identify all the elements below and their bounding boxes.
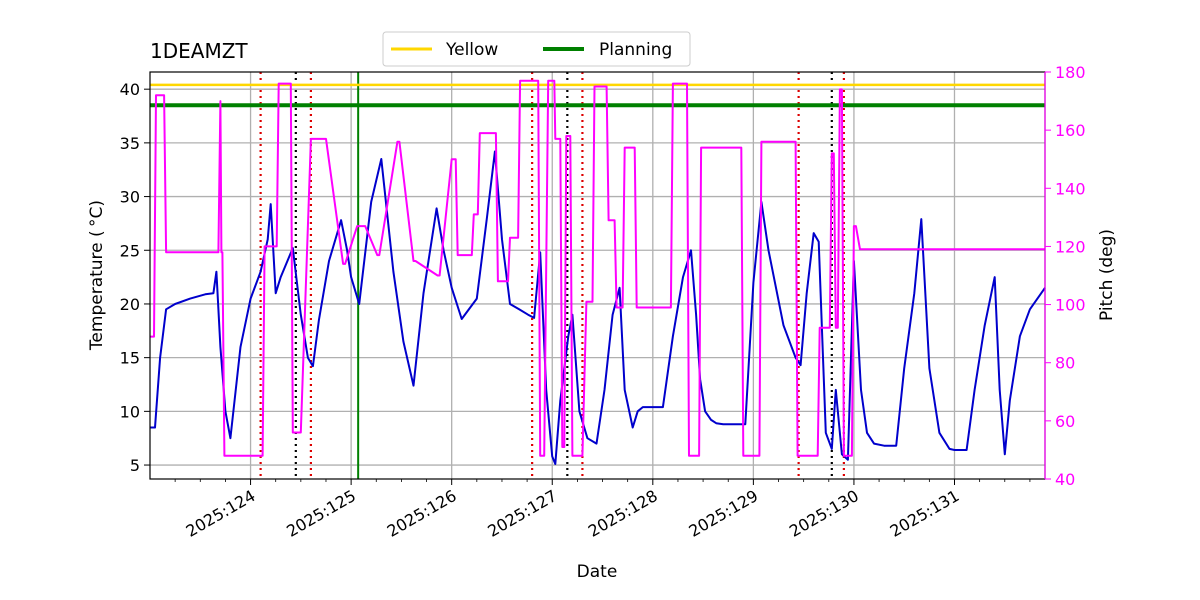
x-axis-title: Date [577,562,618,582]
y-tick-label: 15 [120,349,140,368]
temperature-series-line [150,150,1046,465]
legend-box [382,31,691,67]
plot-frame [149,71,1046,480]
y2-tick-label: 180 [1055,63,1086,82]
x-tick-label: 2025:129 [685,486,761,541]
limit-lines [150,83,1045,108]
y2-tick-label: 120 [1055,237,1086,256]
y-tick-label: 40 [120,80,140,99]
y-tick-label: 30 [120,188,140,207]
y2-tick-label: 60 [1055,412,1075,431]
y-tick-label: 5 [130,456,140,475]
y-tick-label: 35 [120,134,140,153]
y-axis-title: Temperature ( °C) [87,200,107,351]
x-tick-label: 2025:128 [585,486,661,541]
y2-tick-label: 140 [1055,179,1086,198]
y-tick-label: 10 [120,402,140,421]
x-tick-label: 2025:124 [183,486,259,541]
y2-tick-label: 80 [1055,354,1075,373]
legend-planning-label: Planning [599,40,672,60]
pitch-series-line [150,79,1045,457]
series [150,79,1046,465]
y-tick-label: 25 [120,241,140,260]
x-tick-label: 2025:131 [887,486,963,541]
y-tick-label: 20 [120,295,140,314]
chart-title: 1DEAMZT [150,39,248,63]
legend: Yellow Planning [382,31,691,67]
y2-tick-label: 100 [1055,296,1086,315]
y2-tick-label: 40 [1055,470,1075,489]
x-tick-label: 2025:130 [786,486,862,541]
y2-axis-title: Pitch (deg) [1097,229,1117,321]
x-tick-label: 2025:125 [283,486,359,541]
legend-yellow-label: Yellow [445,40,498,60]
grid [150,72,1045,479]
y2-tick-label: 160 [1055,121,1086,140]
x-tick-label: 2025:127 [484,486,560,541]
x-tick-label: 2025:126 [384,486,460,541]
